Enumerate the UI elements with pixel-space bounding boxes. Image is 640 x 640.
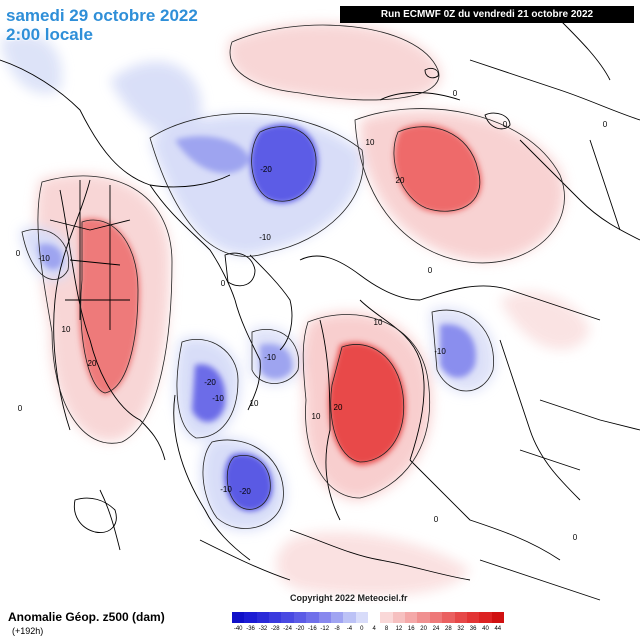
legend-swatch [454, 612, 468, 623]
contour-label: 0 [428, 266, 433, 275]
contour-label: -20 [260, 165, 272, 174]
contour-label: 10 [366, 138, 375, 147]
contour-label: 0 [603, 120, 608, 129]
color-scale-legend: -40 -36 -32 -28 -24 -20 -16 -12 -8 -4 0 4 8 12 16 20 24 2… [232, 612, 512, 638]
legend-tick-label: 16 [407, 626, 415, 632]
coastlines-and-borders [0, 19, 640, 601]
forecast-time-title: 2:00 locale [6, 25, 93, 44]
contour-label: 0 [503, 120, 508, 129]
legend-swatch [343, 612, 357, 623]
contour-label: 0 [221, 279, 226, 288]
lead-time-label: (+192h) [12, 626, 44, 636]
legend-swatch [392, 612, 406, 623]
legend-tick-label: -4 [346, 626, 353, 632]
legend-tick-label: -16 [308, 626, 317, 632]
legend-swatch [429, 612, 443, 623]
legend-swatch [330, 612, 344, 623]
contour-labels: 0 -20 -10 10 20 -10 0 10 20 0 0 10 -10 -20 -10 10 10 20 -1… [16, 89, 608, 542]
contour-label: 10 [312, 412, 321, 421]
legend-tick-label: 4 [372, 626, 376, 632]
legend-swatch [269, 612, 282, 623]
contour-label: 0 [453, 89, 458, 98]
legend-tick-label: 8 [384, 626, 389, 632]
contour-label: -10 [264, 353, 276, 362]
contour-label: 0 [18, 404, 23, 413]
contour-label: 10 [62, 325, 71, 334]
legend-tick-label: 40 [482, 626, 489, 632]
forecast-date-title: samedi 29 octobre 2022 [6, 6, 198, 25]
legend-tick-label: 32 [457, 626, 465, 632]
legend-swatch [479, 612, 493, 623]
legend-swatch [232, 612, 245, 623]
contour-label: 20 [396, 176, 405, 185]
legend-swatch [442, 612, 456, 623]
contour-label: -10 [220, 485, 232, 494]
legend-swatch [306, 612, 320, 623]
contour-label: -10 [38, 254, 50, 263]
legend-tick-label: -28 [270, 626, 280, 632]
contour-lines [21, 24, 565, 529]
contour-label: 0 [16, 249, 21, 258]
legend-swatch [281, 612, 295, 623]
contour-label: -10 [212, 394, 224, 403]
contour-label: 20 [334, 403, 343, 412]
legend-tick-label: -40 [233, 626, 243, 632]
legend-tick-label: 0 [360, 626, 364, 632]
contour-label: -20 [239, 487, 251, 496]
legend-swatch [244, 612, 258, 623]
legend-swatch [417, 612, 431, 623]
contour-label: 10 [250, 399, 259, 408]
legend-swatch [466, 612, 480, 623]
legend-tick-label: -20 [295, 626, 305, 632]
legend-tick-label: 44 [494, 626, 502, 632]
legend-swatch [256, 612, 270, 623]
legend-swatch [405, 612, 418, 623]
legend-swatch [368, 612, 381, 623]
legend-swatch [293, 612, 307, 623]
contour-label: -10 [259, 233, 271, 242]
contour-label: 20 [88, 359, 97, 368]
legend-tick-label: 12 [395, 626, 403, 632]
product-title: Anomalie Géop. z500 (dam) [8, 610, 165, 624]
contour-label: -10 [434, 347, 446, 356]
contour-label: -20 [204, 378, 216, 387]
contour-label: 10 [374, 318, 383, 327]
model-run-banner: Run ECMWF 0Z du vendredi 21 octobre 2022 [340, 6, 634, 23]
legend-tick-label: -12 [320, 626, 330, 632]
legend-tick-label: -24 [283, 626, 292, 632]
legend-swatch [380, 612, 394, 623]
legend-swatch [318, 612, 332, 623]
legend-swatch [491, 612, 505, 623]
legend-tick-label: 36 [469, 626, 477, 632]
contour-label: 0 [434, 515, 439, 524]
legend-tick-label: -36 [246, 626, 255, 632]
copyright-notice: Copyright 2022 Meteociel.fr [290, 593, 408, 603]
legend-tick-label: -8 [334, 626, 340, 632]
legend-tick-label: 24 [432, 626, 440, 632]
legend-tick-label: 28 [445, 626, 452, 632]
legend-tick-label: 20 [420, 626, 427, 632]
legend-swatch [355, 612, 369, 623]
contour-label: 0 [573, 533, 578, 542]
legend-tick-label: -32 [258, 626, 268, 632]
